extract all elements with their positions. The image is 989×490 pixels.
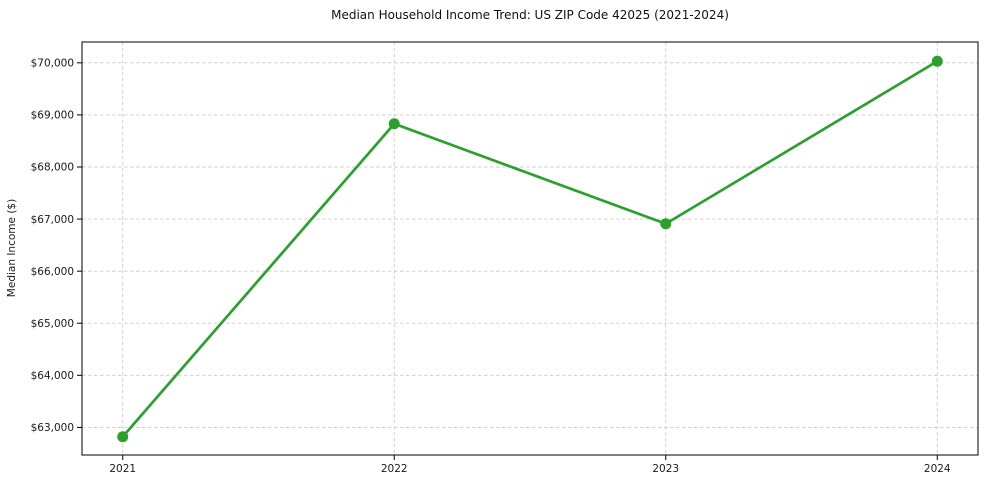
x-tick-label: 2023	[652, 463, 679, 475]
y-tick-label: $65,000	[31, 318, 74, 330]
plot-area: $63,000 $64,000 $65,000 $66,000 $67,000 $68,0…	[31, 41, 979, 475]
x-tick-label: 2022	[381, 463, 408, 475]
data-point-2021	[117, 431, 129, 443]
y-tick-label: $69,000	[31, 110, 74, 122]
data-point-2022	[388, 118, 400, 130]
y-tick-label: $66,000	[31, 266, 74, 278]
y-tick-label: $68,000	[31, 162, 74, 174]
y-tick-label: $64,000	[31, 370, 74, 382]
y-tick-label: $70,000	[31, 58, 74, 70]
y-axis-label: Median Income ($)	[6, 199, 18, 297]
data-point-2024	[931, 55, 943, 67]
data-point-2023	[660, 218, 672, 230]
x-tick-label: 2024	[924, 463, 951, 475]
x-tick-label: 2021	[109, 463, 136, 475]
trend-line	[121, 59, 939, 439]
chart-title: Median Household Income Trend: US ZIP Co…	[331, 8, 729, 22]
y-tick-label: $67,000	[31, 214, 74, 226]
y-tick-label: $63,000	[31, 422, 74, 434]
plot-border	[81, 41, 979, 456]
